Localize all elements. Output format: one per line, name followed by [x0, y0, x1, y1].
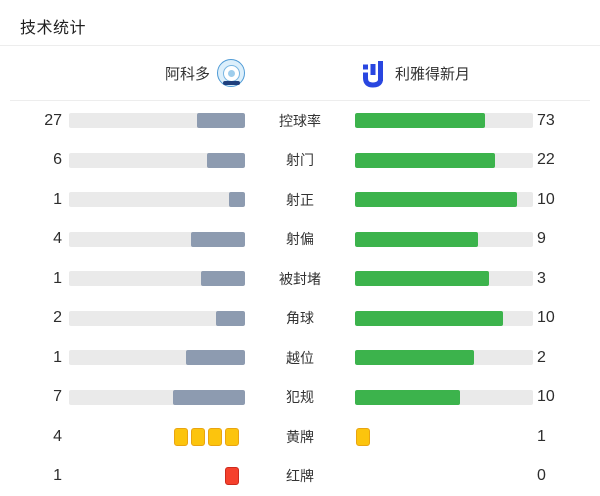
yellow-card-icon	[208, 427, 222, 446]
home-badge-inner	[222, 64, 240, 82]
home-stat-bar	[69, 152, 245, 168]
away-value: 0	[537, 467, 546, 485]
stat-label: 黄牌	[286, 428, 314, 445]
away-value: 9	[537, 230, 546, 248]
away-value: 2	[537, 348, 546, 366]
home-value: 4	[53, 230, 62, 248]
yellow-card-icon	[174, 427, 188, 446]
home-value: 6	[53, 151, 62, 169]
away-bar-fill	[355, 350, 474, 366]
stat-label: 越位	[286, 349, 314, 366]
home-stat-bar	[69, 389, 245, 405]
page-title: 技术统计	[20, 20, 87, 37]
home-bar-fill	[197, 113, 245, 129]
away-team: 利雅得新月	[300, 56, 600, 90]
stat-label: 射门	[286, 152, 314, 169]
stat-row-7: 1 越位 2	[0, 338, 600, 378]
stat-label: 红牌	[286, 468, 314, 485]
away-bar-fill	[355, 152, 495, 168]
away-value: 22	[537, 151, 555, 169]
away-value: 1	[537, 427, 546, 445]
home-team-name: 阿科多	[164, 65, 210, 83]
home-value: 7	[53, 388, 62, 406]
stats-list: 27 控球率 73 6 射门 22 1 射正 10 4 射偏 9 1 被封堵 3 2 角球 10 1 越位 2 7 犯规 10…	[0, 101, 600, 496]
home-cards	[69, 427, 245, 446]
home-value: 1	[53, 467, 62, 485]
stat-label: 犯规	[286, 389, 314, 406]
away-stat-bar	[355, 389, 533, 405]
away-stat-bar	[355, 192, 533, 208]
home-value: 4	[53, 427, 62, 445]
home-bar-fill	[228, 192, 245, 208]
stat-label: 控球率	[279, 112, 321, 129]
away-bar-fill	[355, 271, 489, 287]
home-bar-fill	[186, 350, 245, 366]
away-stat-bar	[355, 271, 533, 287]
away-value: 3	[537, 269, 546, 287]
stat-label: 射正	[286, 191, 314, 208]
stat-row-9: 4 黄牌 1	[0, 417, 600, 457]
away-cards	[355, 467, 533, 485]
home-stat-bar	[69, 310, 245, 326]
yellow-card-icon	[191, 427, 205, 446]
red-card-icon	[225, 467, 239, 486]
stat-row-8: 7 犯规 10	[0, 378, 600, 418]
away-team-name: 利雅得新月	[395, 65, 471, 83]
top-divider	[0, 45, 600, 46]
home-bar-fill	[190, 231, 245, 247]
yellow-card-icon	[225, 427, 239, 446]
home-stat-bar	[69, 271, 245, 287]
home-badge-banner	[223, 81, 240, 85]
header-divider	[10, 100, 590, 101]
away-bar-fill	[355, 192, 517, 208]
away-value: 10	[537, 190, 555, 208]
away-bar-fill	[355, 113, 485, 129]
away-stat-bar	[355, 350, 533, 366]
team-header: 阿科多 利雅得新月	[0, 46, 600, 100]
stat-row-10: 1 红牌 0	[0, 457, 600, 496]
away-stat-bar	[355, 113, 533, 129]
yellow-card-icon	[356, 427, 370, 446]
away-stat-bar	[355, 310, 533, 326]
stat-label: 被封堵	[279, 270, 321, 287]
away-value: 73	[537, 111, 555, 129]
home-value: 1	[53, 269, 62, 287]
away-value: 10	[537, 309, 555, 327]
away-team-logo-icon	[363, 61, 383, 88]
stat-row-5: 1 被封堵 3	[0, 259, 600, 299]
home-bar-fill	[172, 389, 245, 405]
home-stat-bar	[69, 231, 245, 247]
stat-row-4: 4 射偏 9	[0, 220, 600, 260]
home-value: 1	[53, 190, 62, 208]
stat-row-2: 6 射门 22	[0, 141, 600, 181]
away-value: 10	[537, 388, 555, 406]
stat-row-3: 1 射正 10	[0, 180, 600, 220]
home-value: 27	[44, 111, 62, 129]
home-cards	[69, 467, 245, 486]
home-value: 2	[53, 309, 62, 327]
away-bar-fill	[355, 310, 504, 326]
home-team-logo-icon	[217, 59, 245, 87]
home-bar-fill	[207, 152, 245, 168]
away-stat-bar	[355, 152, 533, 168]
away-bar-fill	[355, 231, 479, 247]
away-bar-fill	[355, 389, 460, 405]
home-bar-fill	[201, 271, 245, 287]
home-stat-bar	[69, 192, 245, 208]
home-team: 阿科多	[0, 59, 300, 87]
stat-label: 射偏	[286, 231, 314, 248]
away-cards	[355, 427, 533, 446]
home-bar-fill	[215, 310, 245, 326]
stat-row-6: 2 角球 10	[0, 299, 600, 339]
home-value: 1	[53, 348, 62, 366]
home-stat-bar	[69, 350, 245, 366]
stat-row-1: 27 控球率 73	[0, 101, 600, 141]
stat-label: 角球	[286, 310, 314, 327]
home-stat-bar	[69, 113, 245, 129]
away-stat-bar	[355, 231, 533, 247]
